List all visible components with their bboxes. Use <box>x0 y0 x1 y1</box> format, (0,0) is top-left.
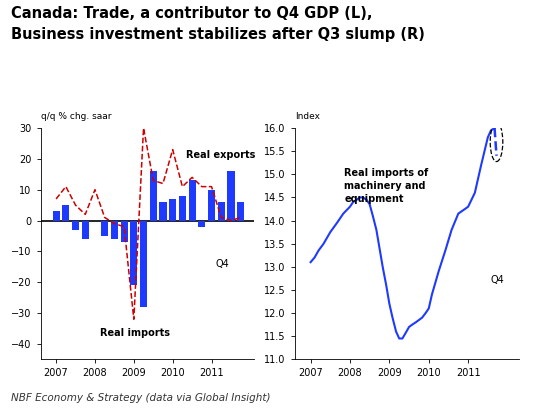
Text: q/q % chg. saar: q/q % chg. saar <box>41 112 111 121</box>
Bar <box>227 171 235 221</box>
Bar <box>160 202 167 221</box>
Bar <box>150 171 157 221</box>
Bar <box>208 190 215 221</box>
Bar <box>198 221 206 227</box>
Bar <box>179 196 186 221</box>
Text: Q4: Q4 <box>490 275 504 285</box>
Text: Real imports: Real imports <box>101 328 170 338</box>
Text: Real imports of
machinery and
equipment: Real imports of machinery and equipment <box>344 168 428 204</box>
Text: Business investment stabilizes after Q3 slump (R): Business investment stabilizes after Q3 … <box>11 27 425 42</box>
Bar <box>52 211 60 221</box>
Bar <box>111 221 118 239</box>
Bar <box>72 221 79 230</box>
Text: Real exports: Real exports <box>186 150 255 160</box>
Text: NBF Economy & Strategy (data via Global Insight): NBF Economy & Strategy (data via Global … <box>11 393 270 403</box>
Bar <box>130 221 137 285</box>
Bar <box>101 221 108 236</box>
Text: Q4: Q4 <box>216 259 229 269</box>
Text: Index: Index <box>295 112 320 121</box>
Bar <box>169 199 176 221</box>
Bar <box>237 202 245 221</box>
Bar <box>62 205 69 221</box>
Bar <box>121 221 128 242</box>
Bar <box>140 221 147 307</box>
Bar <box>217 202 225 221</box>
Bar <box>82 221 89 239</box>
Bar <box>188 180 196 221</box>
Text: Canada: Trade, a contributor to Q4 GDP (L),: Canada: Trade, a contributor to Q4 GDP (… <box>11 6 372 21</box>
